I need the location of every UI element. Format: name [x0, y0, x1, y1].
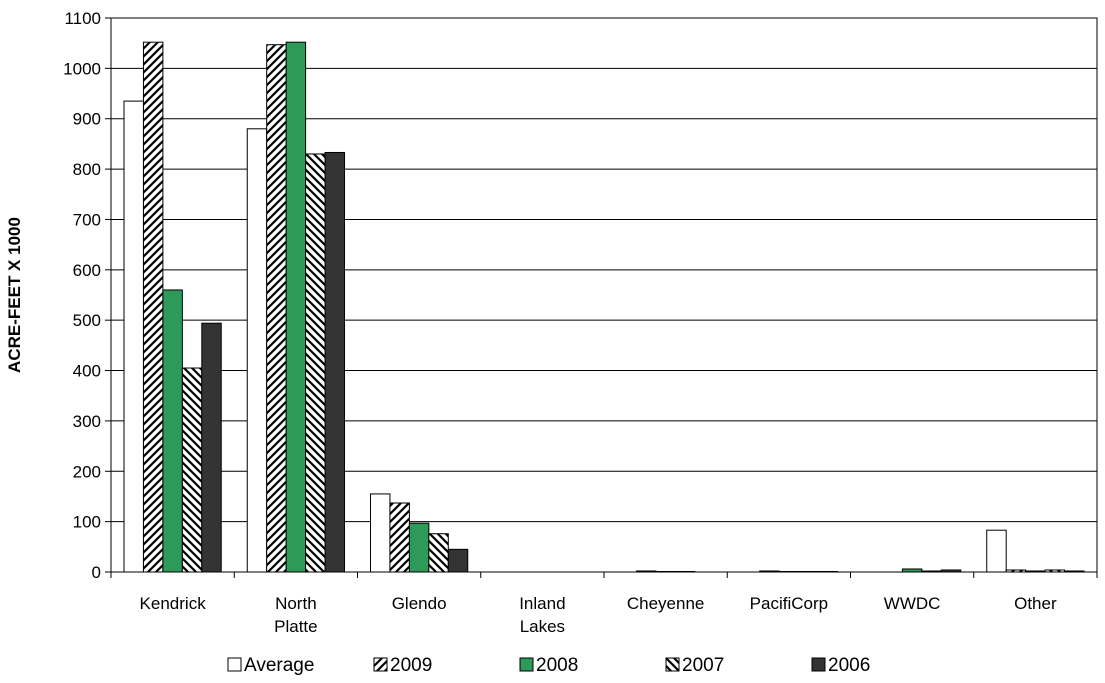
bar-2007: [181, 367, 203, 573]
legend-label: 2007: [682, 655, 724, 676]
legend-swatch-2009: [373, 657, 388, 672]
bar-2009: [389, 502, 410, 573]
y-tick-label: 1000: [63, 59, 101, 78]
y-axis-label: ACRE-FEET X 1000: [5, 217, 24, 373]
bar-2008: [285, 41, 307, 573]
y-tick-label: 300: [73, 412, 101, 431]
legend-label: 2009: [390, 655, 432, 676]
bar-2006: [324, 151, 345, 573]
y-tick-label: 0: [92, 563, 101, 582]
y-tick-label: 400: [73, 362, 101, 381]
legend-swatch-2006: [811, 657, 826, 672]
y-tick-label: 200: [73, 462, 101, 481]
category-label: North: [275, 594, 317, 613]
category-label: Platte: [274, 617, 317, 636]
bar-average: [123, 100, 144, 573]
category-label: Cheyenne: [627, 594, 705, 613]
category-label: PacifiCorp: [750, 594, 828, 613]
category-labels: Kendrick North Platte Glendo Inland Lakes Chey…: [140, 594, 1057, 636]
category-label: Lakes: [520, 617, 565, 636]
y-tick-label: 600: [73, 261, 101, 280]
legend-label: 2006: [828, 655, 870, 676]
bar-2006: [201, 322, 222, 573]
bar-2009: [266, 44, 287, 573]
y-tick-label: 100: [73, 513, 101, 532]
bar-average: [986, 529, 1007, 573]
bar-2008: [162, 289, 183, 573]
category-label: Other: [1014, 594, 1057, 613]
category-label: Inland: [519, 594, 565, 613]
legend-label: 2008: [536, 655, 578, 676]
axes: [105, 17, 1098, 578]
bar-2006: [447, 548, 469, 573]
y-tick-labels: 0 100 200 300 400 500 600 700 800 900 1000 1100: [63, 9, 101, 582]
bars: [123, 41, 1085, 573]
bar-average: [246, 128, 268, 573]
bar-2008: [408, 522, 430, 573]
legend-label: Average: [244, 655, 314, 676]
y-tick-label: 700: [73, 210, 101, 229]
bar-2007: [305, 153, 326, 573]
bar-2007: [428, 533, 449, 573]
legend-swatch-average: [227, 657, 242, 672]
y-tick-label: 800: [73, 160, 101, 179]
legend: Average 2009 2008 2007 2006: [227, 655, 870, 676]
bar-2009: [142, 41, 164, 573]
category-label: Kendrick: [140, 594, 207, 613]
y-tick-label: 500: [73, 311, 101, 330]
y-tick-label: 1100: [64, 9, 101, 28]
category-label: Glendo: [392, 594, 447, 613]
bar-average: [370, 493, 391, 573]
legend-swatch-2008: [519, 657, 534, 672]
category-label: WWDC: [884, 594, 941, 613]
legend-swatch-2007: [665, 657, 680, 672]
y-tick-label: 900: [73, 110, 101, 129]
